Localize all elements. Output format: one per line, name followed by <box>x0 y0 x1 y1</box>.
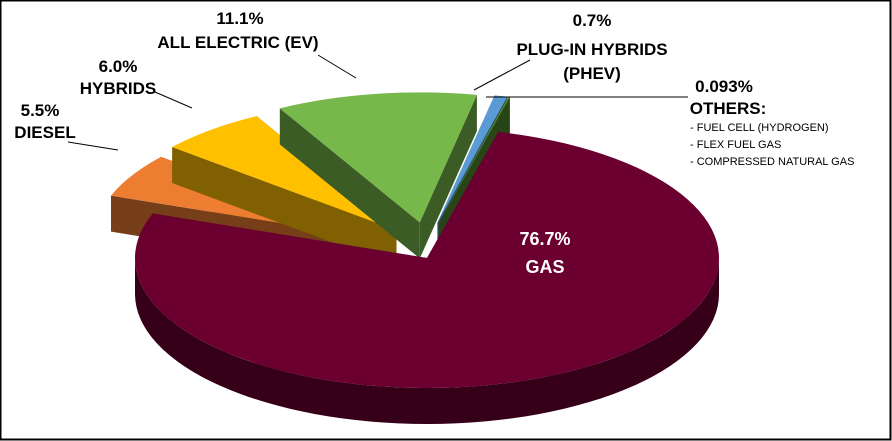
value-label: 0.7% <box>572 11 612 30</box>
value-label: 5.5% <box>20 101 60 120</box>
value-label: 11.1% <box>216 9 264 28</box>
slice <box>279 92 477 259</box>
category-label: PLUG-IN HYBRIDS (PHEV) <box>516 40 668 83</box>
slice-rim <box>135 258 719 424</box>
slice-top <box>279 92 477 223</box>
slice-top <box>134 131 720 389</box>
leader-line <box>317 54 357 79</box>
category-label: OTHERS: <box>689 99 767 118</box>
leader-line <box>67 141 119 151</box>
others-item: - COMPRESSED NATURAL GAS <box>690 156 855 168</box>
leader-line <box>154 91 193 109</box>
others-item: - FLEX FUEL GAS <box>690 139 782 151</box>
value-label: 0.093% <box>695 77 753 96</box>
slice-wall <box>279 108 420 259</box>
slice-top <box>437 95 508 223</box>
slice-top <box>172 116 397 231</box>
category-label: DIESEL <box>14 123 76 142</box>
category-label: HYBRIDS <box>79 79 157 98</box>
others-item: - FUEL CELL (HYDROGEN) <box>690 122 829 134</box>
value-label: 6.0% <box>98 57 138 76</box>
value-label: 76.7% <box>519 229 571 249</box>
category-label: ALL ELECTRIC (EV) <box>157 33 319 52</box>
leader-line <box>473 59 531 91</box>
slice-wall <box>172 147 397 267</box>
slice-top <box>438 96 510 224</box>
slice-wall <box>419 94 477 259</box>
category-label: GAS <box>525 257 565 277</box>
slice <box>134 131 720 424</box>
